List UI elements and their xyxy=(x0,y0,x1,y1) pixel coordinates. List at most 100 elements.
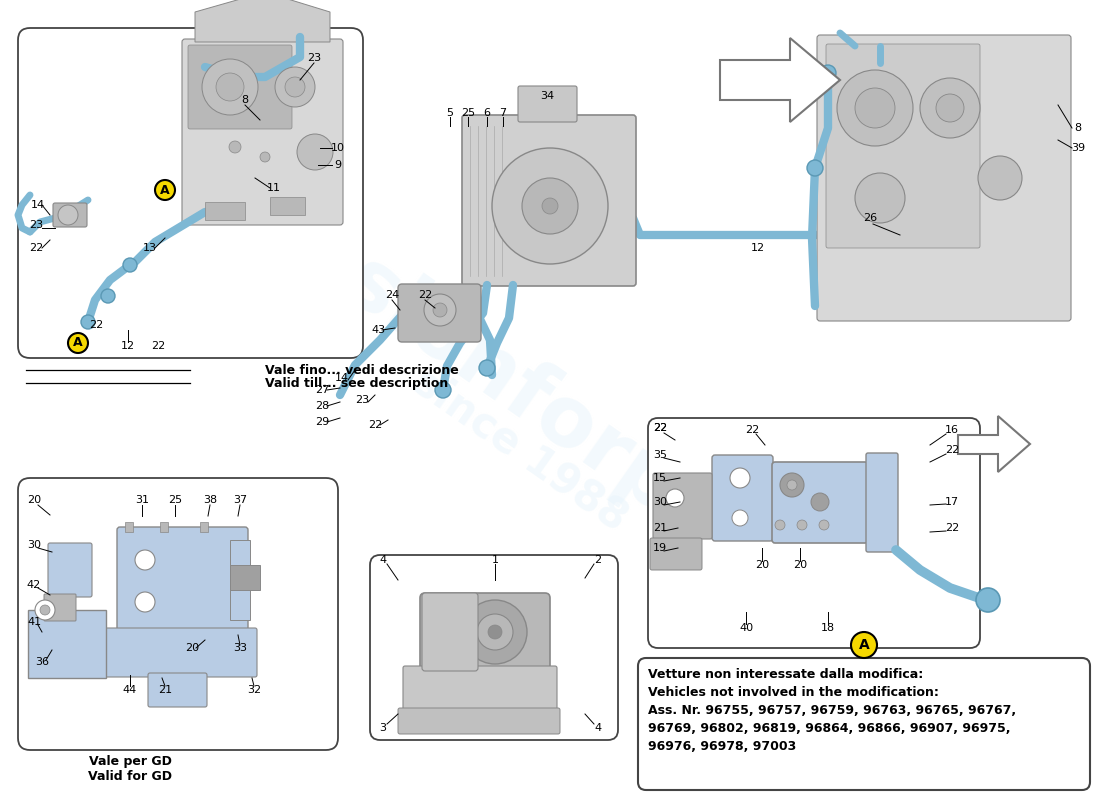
Text: 22: 22 xyxy=(367,420,382,430)
Circle shape xyxy=(730,468,750,488)
Text: passionforparts: passionforparts xyxy=(192,149,847,641)
Circle shape xyxy=(542,198,558,214)
Bar xyxy=(28,610,106,678)
FancyBboxPatch shape xyxy=(462,115,636,286)
Text: 20: 20 xyxy=(26,495,41,505)
Text: 17: 17 xyxy=(945,497,959,507)
Circle shape xyxy=(798,520,807,530)
Circle shape xyxy=(492,148,608,264)
Circle shape xyxy=(811,493,829,511)
Text: 29: 29 xyxy=(315,417,329,427)
Text: 38: 38 xyxy=(202,495,217,505)
Circle shape xyxy=(786,480,798,490)
Text: 39: 39 xyxy=(1071,143,1085,153)
Text: 6: 6 xyxy=(484,108,491,118)
Circle shape xyxy=(260,152,270,162)
FancyBboxPatch shape xyxy=(148,673,207,707)
Text: 26: 26 xyxy=(862,213,877,223)
Text: 30: 30 xyxy=(653,497,667,507)
Text: 25: 25 xyxy=(168,495,183,505)
Circle shape xyxy=(216,73,244,101)
Text: 2: 2 xyxy=(594,555,602,565)
FancyBboxPatch shape xyxy=(518,86,578,122)
FancyBboxPatch shape xyxy=(648,418,980,648)
Circle shape xyxy=(229,141,241,153)
Text: 22: 22 xyxy=(151,341,165,351)
FancyBboxPatch shape xyxy=(712,455,773,541)
FancyBboxPatch shape xyxy=(653,473,712,539)
FancyBboxPatch shape xyxy=(44,594,76,621)
Bar xyxy=(200,522,208,532)
Text: A: A xyxy=(161,183,169,197)
Text: 31: 31 xyxy=(135,495,149,505)
FancyBboxPatch shape xyxy=(772,462,868,543)
FancyBboxPatch shape xyxy=(53,203,87,227)
FancyBboxPatch shape xyxy=(48,543,92,597)
Circle shape xyxy=(855,173,905,223)
Text: 10: 10 xyxy=(331,143,345,153)
Circle shape xyxy=(978,156,1022,200)
Text: Vehicles not involved in the modification:: Vehicles not involved in the modificatio… xyxy=(648,686,939,699)
FancyBboxPatch shape xyxy=(370,555,618,740)
Text: 22: 22 xyxy=(653,423,667,433)
Text: 22: 22 xyxy=(745,425,759,435)
Polygon shape xyxy=(195,0,330,42)
Text: 21: 21 xyxy=(653,523,667,533)
Text: 37: 37 xyxy=(233,495,248,505)
Text: 14: 14 xyxy=(334,373,349,383)
Text: 24: 24 xyxy=(385,290,399,300)
Text: 44: 44 xyxy=(123,685,138,695)
Text: Vale fino... vedi descrizione: Vale fino... vedi descrizione xyxy=(265,363,459,377)
Text: 13: 13 xyxy=(143,243,157,253)
FancyBboxPatch shape xyxy=(422,593,478,671)
Text: A: A xyxy=(859,638,869,652)
FancyBboxPatch shape xyxy=(398,708,560,734)
Text: 15: 15 xyxy=(653,473,667,483)
Circle shape xyxy=(776,520,785,530)
Circle shape xyxy=(275,67,315,107)
Circle shape xyxy=(837,70,913,146)
Text: 22: 22 xyxy=(653,423,667,433)
Text: 43: 43 xyxy=(371,325,385,335)
Text: 28: 28 xyxy=(315,401,329,411)
Text: 34: 34 xyxy=(540,91,554,101)
Text: Ass. Nr. 96755, 96757, 96759, 96763, 96765, 96767,: Ass. Nr. 96755, 96757, 96759, 96763, 967… xyxy=(648,704,1016,717)
Text: 22: 22 xyxy=(945,523,959,533)
Circle shape xyxy=(807,160,823,176)
Text: 25: 25 xyxy=(461,108,475,118)
Circle shape xyxy=(780,473,804,497)
Circle shape xyxy=(820,65,836,81)
Circle shape xyxy=(820,520,829,530)
Circle shape xyxy=(202,59,258,115)
Text: 35: 35 xyxy=(653,450,667,460)
Text: 23: 23 xyxy=(355,395,370,405)
Circle shape xyxy=(732,510,748,526)
Text: 27: 27 xyxy=(315,385,329,395)
Text: 14: 14 xyxy=(31,200,45,210)
Text: 20: 20 xyxy=(793,560,807,570)
Text: 4: 4 xyxy=(379,555,386,565)
Circle shape xyxy=(68,333,88,353)
Polygon shape xyxy=(720,38,840,122)
Text: Valid till... see description: Valid till... see description xyxy=(265,377,449,390)
Text: 7: 7 xyxy=(499,108,507,118)
Circle shape xyxy=(123,258,138,272)
Text: 8: 8 xyxy=(1075,123,1081,133)
FancyBboxPatch shape xyxy=(98,628,257,677)
Text: 40: 40 xyxy=(739,623,754,633)
Bar xyxy=(205,202,245,220)
Text: A: A xyxy=(74,337,82,350)
FancyBboxPatch shape xyxy=(18,28,363,358)
Text: 23: 23 xyxy=(29,220,43,230)
Text: 33: 33 xyxy=(233,643,248,653)
Bar xyxy=(160,522,168,532)
Text: 32: 32 xyxy=(246,685,261,695)
Circle shape xyxy=(522,178,578,234)
Bar xyxy=(270,197,305,215)
Text: 8: 8 xyxy=(241,95,249,105)
Text: 30: 30 xyxy=(28,540,41,550)
Text: 9: 9 xyxy=(334,160,342,170)
Circle shape xyxy=(488,625,502,639)
Text: Vetture non interessate dalla modifica:: Vetture non interessate dalla modifica: xyxy=(648,668,923,681)
FancyBboxPatch shape xyxy=(117,527,248,633)
